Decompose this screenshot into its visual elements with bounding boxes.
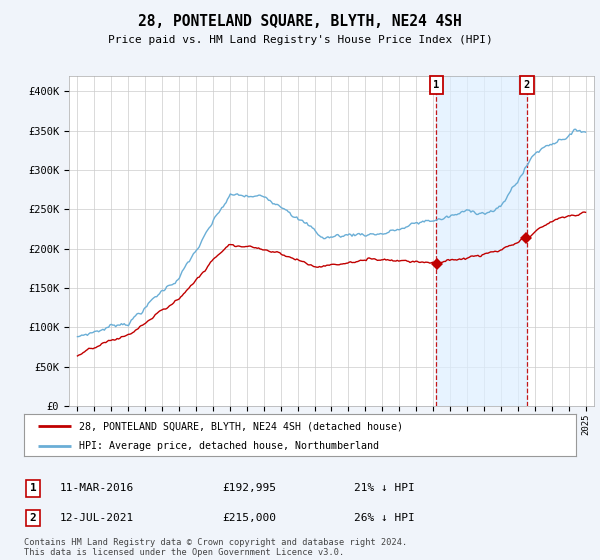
Bar [436,76,527,406]
Text: 11-MAR-2016: 11-MAR-2016 [60,483,134,493]
Text: Price paid vs. HM Land Registry's House Price Index (HPI): Price paid vs. HM Land Registry's House … [107,35,493,45]
Text: £215,000: £215,000 [222,513,276,523]
Text: £192,995: £192,995 [222,483,276,493]
Text: 26% ↓ HPI: 26% ↓ HPI [354,513,415,523]
Text: HPI: Average price, detached house, Northumberland: HPI: Average price, detached house, Nort… [79,441,379,451]
Text: 2: 2 [29,513,37,523]
Text: Contains HM Land Registry data © Crown copyright and database right 2024.
This d: Contains HM Land Registry data © Crown c… [24,538,407,557]
Text: 12-JUL-2021: 12-JUL-2021 [60,513,134,523]
Text: 2: 2 [524,80,530,90]
Text: 1: 1 [433,80,439,90]
Text: 1: 1 [29,483,37,493]
Text: 28, PONTELAND SQUARE, BLYTH, NE24 4SH: 28, PONTELAND SQUARE, BLYTH, NE24 4SH [138,14,462,29]
Text: 28, PONTELAND SQUARE, BLYTH, NE24 4SH (detached house): 28, PONTELAND SQUARE, BLYTH, NE24 4SH (d… [79,421,403,431]
Text: 21% ↓ HPI: 21% ↓ HPI [354,483,415,493]
